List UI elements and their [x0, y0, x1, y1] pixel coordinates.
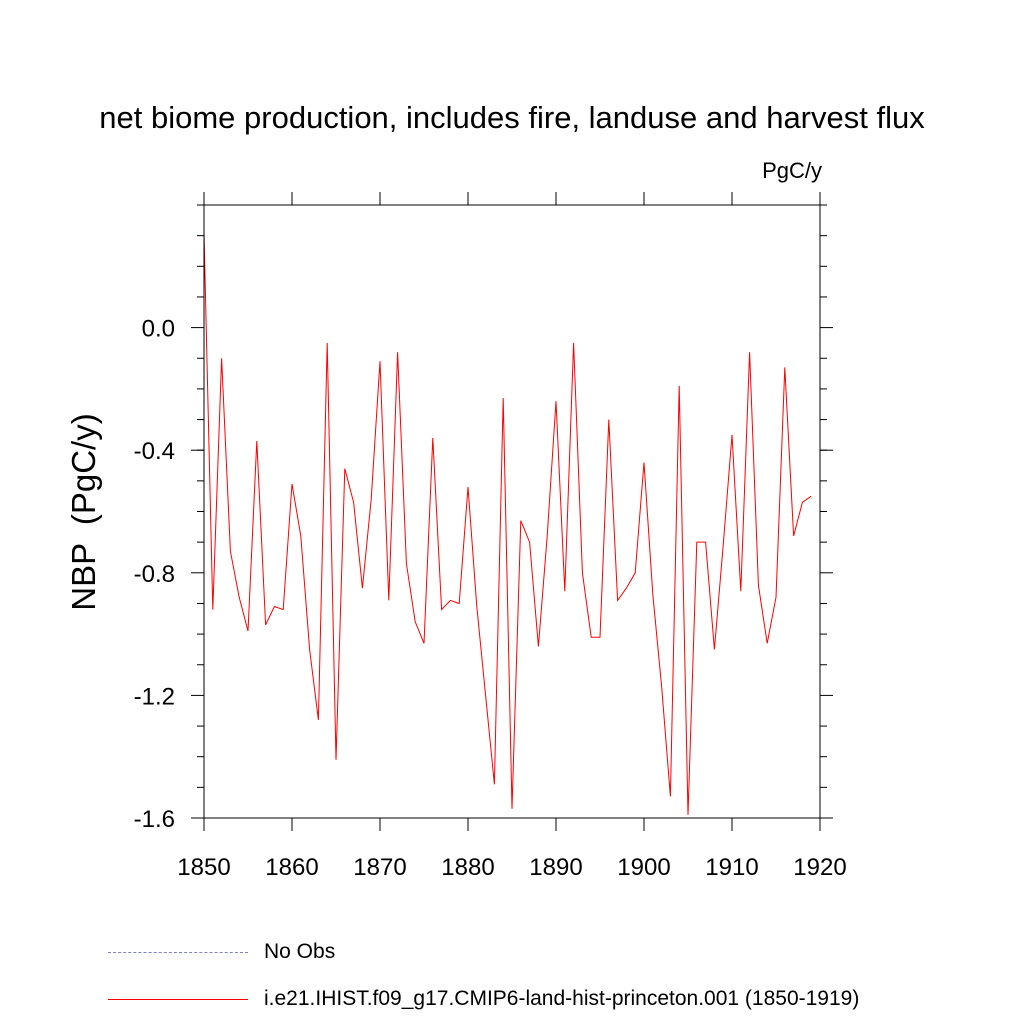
x-tick-label: 1890: [529, 854, 582, 881]
legend-item-no-obs: No Obs: [108, 940, 335, 964]
legend-label: i.e21.IHIST.f09_g17.CMIP6-land-hist-prin…: [264, 987, 860, 1010]
legend-swatch-dashed: [108, 951, 248, 953]
chart-title: net biome production, includes fire, lan…: [99, 100, 925, 135]
y-tick-label: -1.2: [134, 683, 175, 710]
plot-frame: [203, 204, 821, 819]
series-line: [203, 232, 812, 815]
series-lines: [203, 232, 812, 815]
units-label: PgC/y: [762, 158, 822, 183]
legend-label: No Obs: [264, 940, 336, 963]
axis-tick-labels: 1850 1860 1870 1880 1890 1900 1910 1920 -1.6 -1.2…: [134, 316, 847, 881]
legend-swatch-solid: [108, 998, 248, 1000]
legend-item-model-run: i.e21.IHIST.f09_g17.CMIP6-land-hist-prin…: [108, 987, 859, 1011]
y-axis-label: NBP (PgC/y): [65, 413, 102, 611]
axis-ticks: [191, 192, 833, 831]
x-tick-label: 1900: [617, 854, 670, 881]
x-tick-label: 1920: [793, 854, 846, 881]
x-tick-label: 1880: [441, 854, 494, 881]
x-tick-label: 1870: [353, 854, 406, 881]
y-tick-label: -1.6: [134, 806, 175, 833]
y-tick-label: -0.4: [134, 438, 175, 465]
y-tick-label: -0.8: [134, 561, 175, 588]
x-tick-label: 1850: [177, 854, 230, 881]
x-tick-label: 1910: [705, 854, 758, 881]
y-tick-label: 0.0: [142, 316, 175, 343]
x-tick-label: 1860: [265, 854, 318, 881]
